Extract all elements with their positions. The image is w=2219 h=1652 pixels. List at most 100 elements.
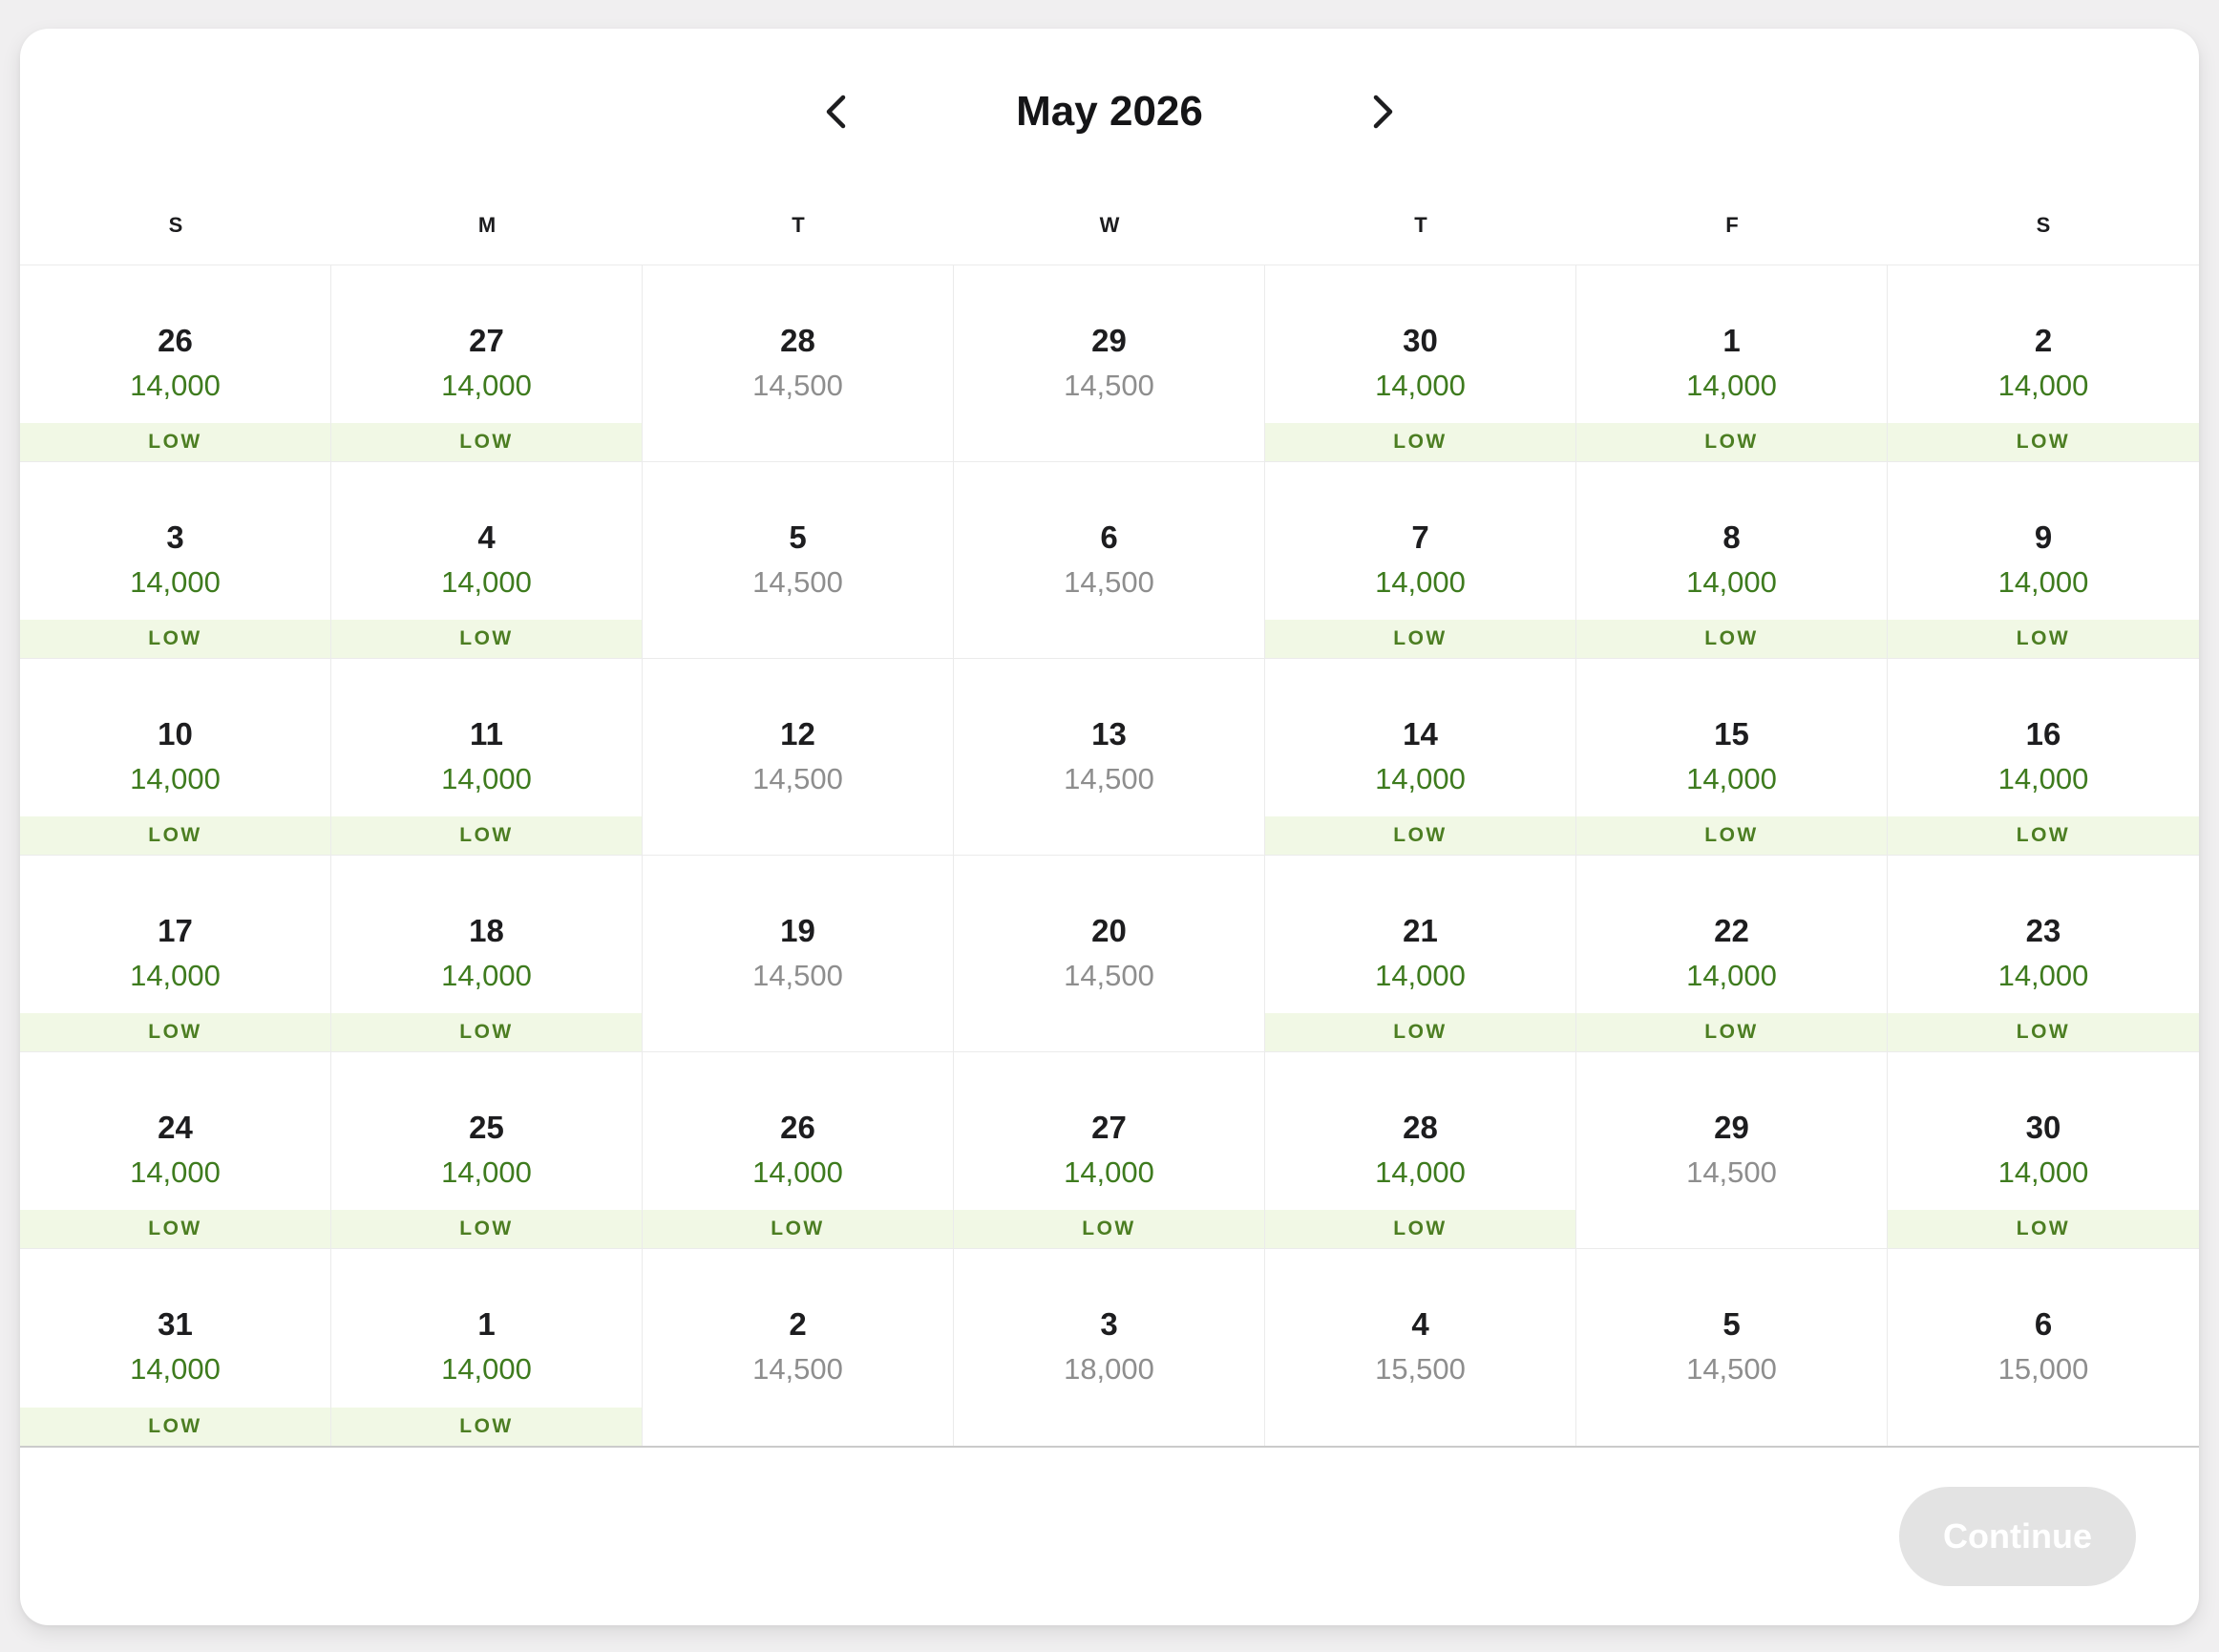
calendar-day-cell[interactable]: 1 14,000 LOW (331, 1249, 643, 1446)
low-fare-badge: LOW (331, 816, 642, 855)
calendar-day-cell[interactable]: 25 14,000 LOW (331, 1052, 643, 1249)
calendar-day-cell[interactable]: 18 14,000 LOW (331, 856, 643, 1052)
calendar-day-cell[interactable]: 15 14,000 LOW (1576, 659, 1888, 856)
fare-price: 14,000 (1064, 1155, 1154, 1189)
calendar-day-cell[interactable]: 13 14,500 (954, 659, 1265, 856)
fare-price: 14,000 (130, 369, 221, 402)
fare-price: 14,000 (441, 1155, 532, 1189)
fare-price: 14,000 (1375, 369, 1466, 402)
fare-price: 14,500 (1064, 369, 1154, 402)
calendar-day-cell[interactable]: 6 14,500 (954, 462, 1265, 659)
calendar-day-cell[interactable]: 20 14,500 (954, 856, 1265, 1052)
calendar-day-cell[interactable]: 30 14,000 LOW (1265, 265, 1576, 462)
day-number: 3 (166, 519, 184, 555)
fare-price: 14,000 (441, 959, 532, 992)
day-number: 28 (780, 323, 815, 358)
low-fare-badge: LOW (20, 423, 330, 461)
fare-price: 14,500 (1686, 1155, 1777, 1189)
low-fare-badge: LOW (20, 1210, 330, 1248)
day-number: 2 (789, 1306, 807, 1342)
calendar-day-cell[interactable]: 29 14,500 (1576, 1052, 1888, 1249)
calendar-day-cell[interactable]: 22 14,000 LOW (1576, 856, 1888, 1052)
day-number: 27 (1091, 1110, 1127, 1145)
calendar-day-cell[interactable]: 2 14,000 LOW (1888, 265, 2199, 462)
next-month-button[interactable] (1359, 87, 1408, 137)
calendar-day-cell[interactable]: 4 14,000 LOW (331, 462, 643, 659)
low-fare-badge: LOW (20, 1408, 330, 1446)
fare-price: 14,500 (752, 565, 843, 599)
calendar-day-cell[interactable]: 23 14,000 LOW (1888, 856, 2199, 1052)
low-fare-badge: LOW (1888, 1210, 2199, 1248)
calendar-day-cell[interactable]: 3 14,000 LOW (20, 462, 331, 659)
day-number: 24 (158, 1110, 193, 1145)
calendar-day-cell[interactable]: 10 14,000 LOW (20, 659, 331, 856)
calendar-day-cell[interactable]: 5 14,500 (643, 462, 954, 659)
low-fare-badge: LOW (1265, 423, 1575, 461)
fare-price: 14,500 (1686, 1352, 1777, 1386)
day-header-label: S (2036, 212, 2051, 237)
day-number: 6 (1100, 519, 1118, 555)
calendar-grid: 26 14,000 LOW 27 14,000 LOW 28 14,500 29 14,500 30… (20, 265, 2199, 1446)
day-header-label: T (792, 212, 805, 237)
day-number: 9 (2034, 519, 2053, 555)
continue-button[interactable]: Continue (1899, 1487, 2136, 1586)
fare-price: 14,000 (441, 1352, 532, 1386)
day-number: 18 (469, 913, 504, 948)
previous-month-button[interactable] (811, 87, 860, 137)
day-number: 21 (1403, 913, 1438, 948)
calendar-header: May 2026 (20, 29, 2199, 172)
calendar-day-cell[interactable]: 1 14,000 LOW (1576, 265, 1888, 462)
calendar-day-cell[interactable]: 21 14,000 LOW (1265, 856, 1576, 1052)
day-number: 6 (2034, 1306, 2053, 1342)
day-header-label: T (1414, 212, 1427, 237)
calendar-day-cell[interactable]: 29 14,500 (954, 265, 1265, 462)
calendar-day-cell[interactable]: 11 14,000 LOW (331, 659, 643, 856)
day-number: 5 (789, 519, 807, 555)
calendar-day-cell[interactable]: 28 14,500 (643, 265, 954, 462)
calendar-day-cell[interactable]: 26 14,000 LOW (643, 1052, 954, 1249)
calendar-day-cell[interactable]: 6 15,000 (1888, 1249, 2199, 1446)
fare-price: 14,000 (130, 1155, 221, 1189)
low-fare-badge: LOW (1265, 1210, 1575, 1248)
calendar-day-cell[interactable]: 12 14,500 (643, 659, 954, 856)
calendar-day-cell[interactable]: 30 14,000 LOW (1888, 1052, 2199, 1249)
fare-price: 14,500 (752, 1352, 843, 1386)
day-number: 8 (1722, 519, 1741, 555)
day-number: 26 (158, 323, 193, 358)
low-fare-badge: LOW (1576, 620, 1887, 658)
low-fare-badge: LOW (1576, 1013, 1887, 1051)
day-number: 10 (158, 716, 193, 752)
fare-price: 15,500 (1375, 1352, 1466, 1386)
calendar-day-cell[interactable]: 31 14,000 LOW (20, 1249, 331, 1446)
calendar-day-cell[interactable]: 28 14,000 LOW (1265, 1052, 1576, 1249)
calendar-day-cell[interactable]: 27 14,000 LOW (954, 1052, 1265, 1249)
calendar-day-cell[interactable]: 3 18,000 (954, 1249, 1265, 1446)
calendar-day-cell[interactable]: 24 14,000 LOW (20, 1052, 331, 1249)
fare-price: 14,000 (130, 565, 221, 599)
day-number: 26 (780, 1110, 815, 1145)
calendar-day-cell[interactable]: 16 14,000 LOW (1888, 659, 2199, 856)
calendar-day-cell[interactable]: 2 14,500 (643, 1249, 954, 1446)
calendar-day-cell[interactable]: 7 14,000 LOW (1265, 462, 1576, 659)
fare-price: 15,000 (1997, 1352, 2089, 1386)
calendar-day-cell[interactable]: 17 14,000 LOW (20, 856, 331, 1052)
calendar-day-cell[interactable]: 5 14,500 (1576, 1249, 1888, 1446)
calendar-day-cell[interactable]: 8 14,000 LOW (1576, 462, 1888, 659)
low-fare-badge: LOW (20, 620, 330, 658)
calendar-day-cell[interactable]: 4 15,500 (1265, 1249, 1576, 1446)
day-number: 5 (1722, 1306, 1741, 1342)
day-number: 22 (1714, 913, 1749, 948)
day-number: 12 (780, 716, 815, 752)
calendar-day-cell[interactable]: 9 14,000 LOW (1888, 462, 2199, 659)
fare-price: 14,000 (130, 762, 221, 795)
calendar-day-cell[interactable]: 19 14,500 (643, 856, 954, 1052)
day-number: 28 (1403, 1110, 1438, 1145)
fare-price: 14,500 (1064, 565, 1154, 599)
calendar-day-cell[interactable]: 27 14,000 LOW (331, 265, 643, 462)
calendar-day-cell[interactable]: 14 14,000 LOW (1265, 659, 1576, 856)
day-number: 23 (2025, 913, 2061, 948)
day-number: 7 (1411, 519, 1429, 555)
low-fare-badge: LOW (331, 1408, 642, 1446)
calendar-day-cell[interactable]: 26 14,000 LOW (20, 265, 331, 462)
